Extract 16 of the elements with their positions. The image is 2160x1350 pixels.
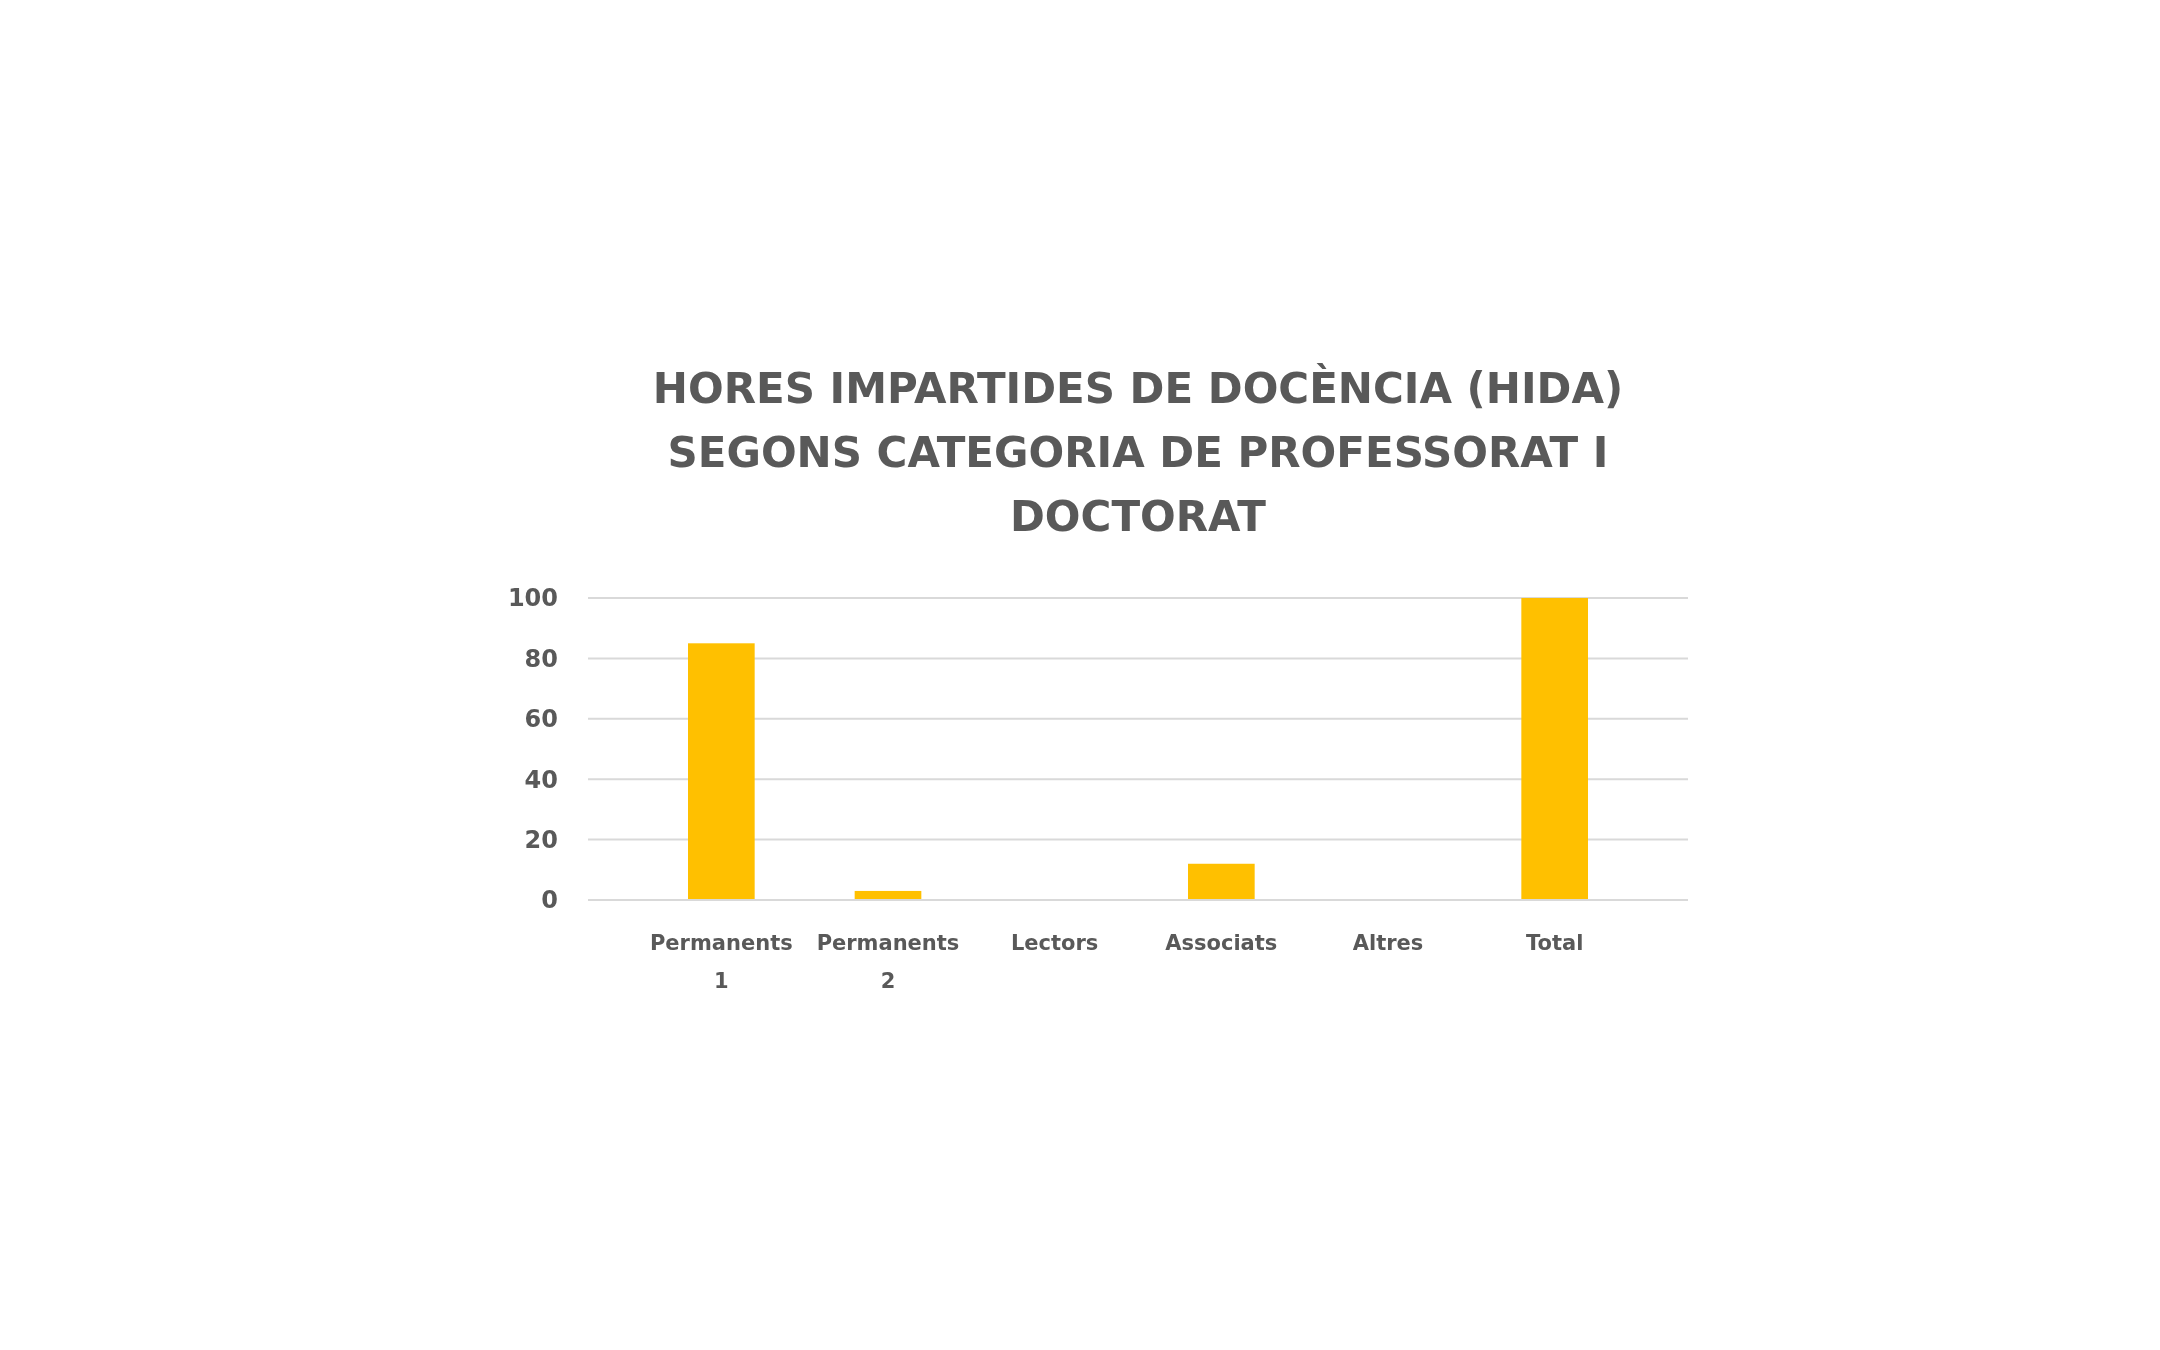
x-tick-label: Permanents 1 [649,931,793,993]
bar [1188,863,1255,900]
chart-title: HORES IMPARTIDES DE DOCÈNCIA (HIDA) SEGONS CATEGORIA DE PROFESSORAT I DOCTORAT [652,363,1624,541]
y-tick-label: 100 [507,584,558,613]
y-tick-label: 0 [541,886,558,915]
y-tick-label: 80 [524,644,558,673]
x-tick-label: Total [1525,931,1584,955]
x-tick-label: Permanents 2 [816,931,960,993]
y-tick-label: 60 [524,705,558,734]
bar [688,643,755,900]
x-tick-label: Lectors [1010,931,1099,955]
y-tick-label: 40 [524,765,558,794]
y-tick-label: 20 [524,826,558,854]
x-tick-label: Altres [1352,931,1424,955]
bar [1521,598,1588,900]
x-tick-label: Associats [1165,931,1278,955]
